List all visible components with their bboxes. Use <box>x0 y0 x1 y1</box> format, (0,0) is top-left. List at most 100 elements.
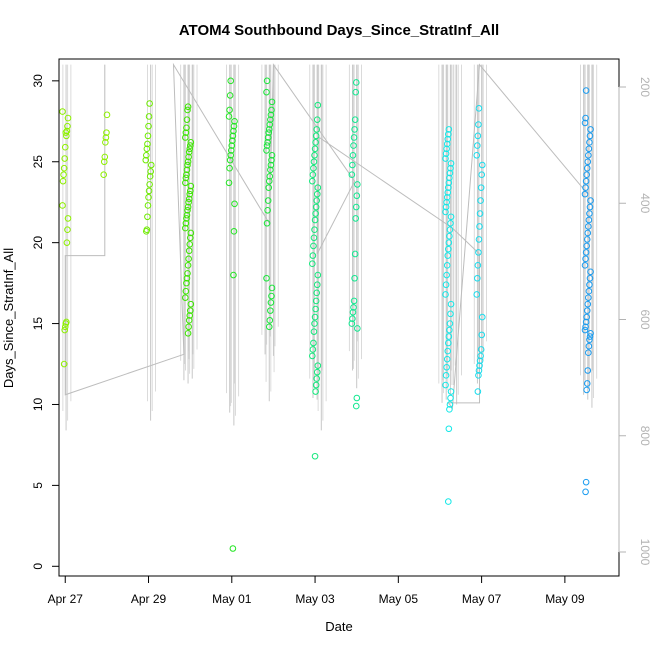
data-point <box>266 121 274 128</box>
data-point <box>581 190 589 198</box>
data-point <box>185 247 193 255</box>
data-point <box>184 262 192 269</box>
data-point <box>477 184 485 191</box>
data-point <box>442 150 450 157</box>
data-point <box>231 117 238 125</box>
data-point <box>582 114 589 122</box>
data-point <box>477 352 484 360</box>
data-point <box>351 274 358 282</box>
data-point <box>475 249 482 256</box>
data-point <box>313 116 321 123</box>
data-point <box>310 242 317 250</box>
data-point <box>447 160 455 167</box>
data-point <box>310 328 318 335</box>
data-point <box>263 142 271 149</box>
data-point <box>103 129 110 136</box>
data-point <box>442 381 449 389</box>
data-point <box>145 194 152 201</box>
data-point <box>143 145 151 153</box>
data-point <box>100 171 107 178</box>
data-point <box>444 347 452 355</box>
data-point <box>264 206 271 214</box>
data-point <box>586 132 594 140</box>
data-point <box>266 173 274 180</box>
data-point <box>264 139 271 146</box>
data-point <box>581 326 589 334</box>
data-point <box>349 151 357 159</box>
data-point <box>226 106 233 114</box>
data-point <box>313 289 321 297</box>
data-point <box>443 271 450 279</box>
data-point <box>61 143 69 151</box>
data-point <box>145 113 153 120</box>
data-point <box>585 342 593 350</box>
data-point <box>586 281 593 289</box>
data-point <box>60 360 68 368</box>
data-point <box>144 213 151 221</box>
data-point <box>268 98 276 106</box>
data-point <box>583 313 590 321</box>
data-point <box>584 158 592 166</box>
data-point <box>59 177 67 185</box>
data-point <box>186 240 194 248</box>
data-point <box>314 101 322 109</box>
data-point <box>476 210 484 217</box>
data-point <box>102 134 110 141</box>
data-point <box>183 171 190 178</box>
data-point <box>442 372 450 379</box>
data-point <box>474 388 482 395</box>
data-point <box>230 271 237 279</box>
data-point <box>447 310 454 318</box>
data-point <box>582 184 589 191</box>
x-tick-label: May 09 <box>545 592 585 606</box>
data-point <box>229 545 237 552</box>
data-point <box>446 174 453 182</box>
y-axis-label: Days_Since_StratInf_All <box>1 248 16 388</box>
data-point <box>182 287 190 295</box>
data-point <box>184 270 191 277</box>
data-point <box>581 262 589 269</box>
y-tick-label: 15 <box>31 317 45 331</box>
data-point <box>313 197 321 204</box>
data-point <box>186 234 194 242</box>
data-point <box>184 161 191 169</box>
data-point <box>231 200 238 208</box>
data-point <box>586 210 593 217</box>
data-point <box>100 158 108 166</box>
data-point <box>584 229 592 237</box>
data-point <box>267 116 274 123</box>
data-point <box>582 87 590 94</box>
data-point <box>583 386 590 394</box>
data-point <box>103 111 111 119</box>
data-point <box>267 166 274 174</box>
data-point <box>475 367 483 374</box>
data-point <box>311 313 319 321</box>
data-point <box>230 127 237 135</box>
data-point <box>444 252 452 259</box>
data-point <box>263 147 270 154</box>
data-point <box>310 164 317 172</box>
data-point <box>348 320 356 327</box>
data-point <box>187 229 195 237</box>
data-point <box>443 355 451 363</box>
data-point <box>475 121 482 128</box>
data-point <box>63 132 70 140</box>
y2-tick-label: 800 <box>638 426 650 446</box>
data-point <box>229 132 237 140</box>
data-point <box>185 195 193 203</box>
data-point <box>349 161 356 169</box>
y2-tick-label: 600 <box>638 309 650 329</box>
data-point <box>476 223 483 230</box>
data-point <box>313 281 321 289</box>
data-point <box>264 197 272 204</box>
data-point <box>309 352 316 360</box>
data-point <box>102 139 109 146</box>
data-point <box>265 323 273 331</box>
data-point <box>446 320 454 327</box>
data-point <box>349 308 357 316</box>
data-point <box>474 262 482 269</box>
data-point <box>226 156 234 164</box>
data-point <box>146 100 153 107</box>
data-point <box>312 297 320 305</box>
data-point <box>187 182 195 190</box>
